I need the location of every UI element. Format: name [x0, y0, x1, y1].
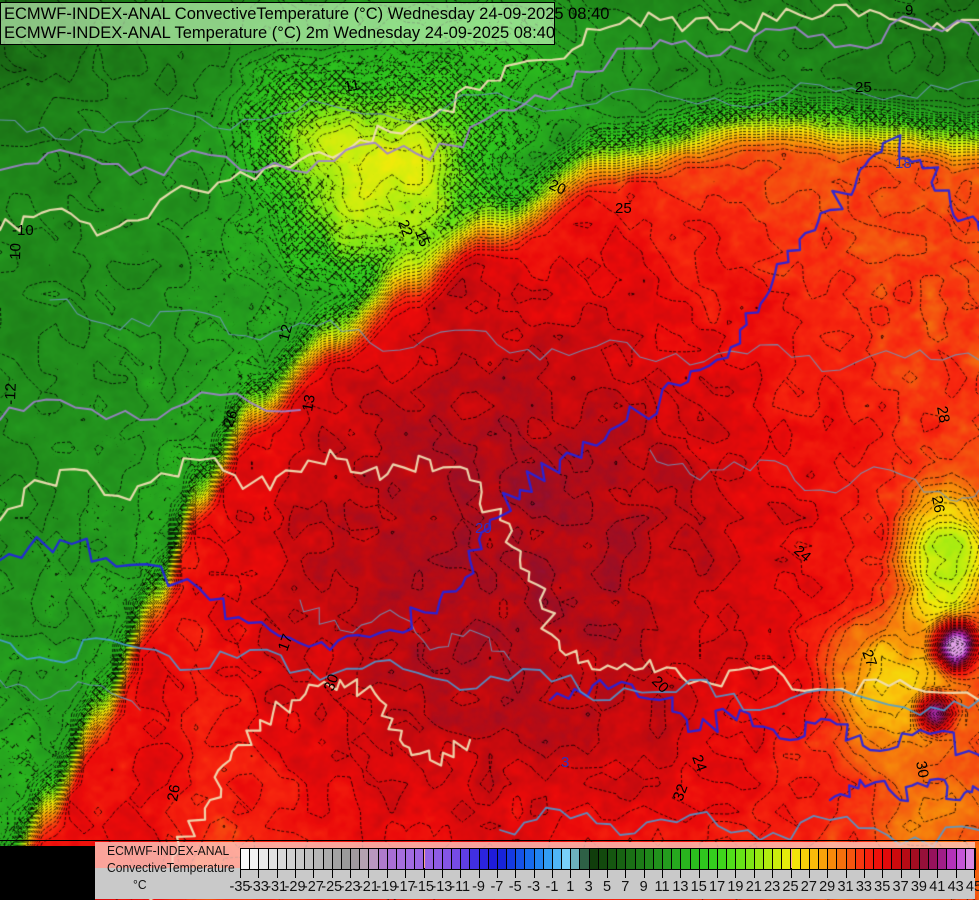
svg-text:32: 32 [670, 782, 692, 803]
svg-text:26: 26 [164, 783, 184, 802]
svg-text:30: 30 [321, 672, 343, 693]
svg-text:26: 26 [220, 408, 242, 429]
svg-text:24: 24 [688, 753, 710, 774]
svg-text:13: 13 [299, 393, 319, 412]
svg-text:20: 20 [648, 673, 672, 697]
svg-text:25: 25 [855, 79, 872, 96]
svg-text:-12: -12 [2, 383, 20, 405]
svg-text:20: 20 [475, 520, 492, 537]
svg-text:27: 27 [858, 648, 880, 669]
svg-text:-10: -10 [12, 222, 34, 239]
svg-text:18: 18 [895, 155, 912, 172]
svg-text:20: 20 [546, 176, 568, 198]
svg-text:3: 3 [561, 754, 569, 771]
svg-text:9: 9 [905, 2, 913, 19]
svg-text:10: 10 [7, 243, 25, 260]
svg-text:24: 24 [790, 542, 814, 566]
svg-text:28: 28 [933, 405, 953, 424]
svg-text:26: 26 [928, 495, 948, 514]
svg-text:17: 17 [275, 632, 297, 653]
svg-text:11: 11 [343, 76, 361, 95]
svg-text:30: 30 [912, 760, 932, 779]
svg-text:25: 25 [615, 200, 632, 217]
svg-text:12: 12 [275, 323, 296, 344]
